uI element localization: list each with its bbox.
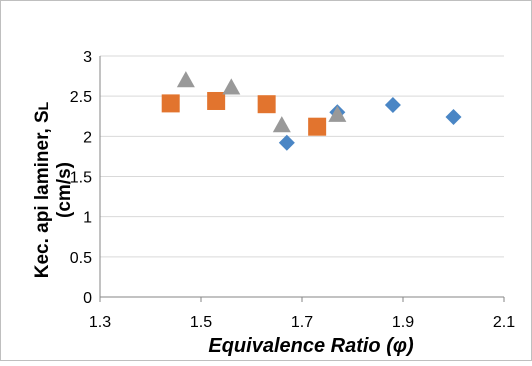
- y-tick-label: 1.5: [70, 170, 92, 187]
- y-tick-label: 1: [83, 210, 92, 227]
- y-axis-label-sub: L: [35, 101, 51, 110]
- square-marker: [161, 94, 180, 113]
- triangle-marker: [272, 116, 291, 133]
- y-tick-label: 3: [83, 49, 92, 66]
- axes: [99, 56, 505, 302]
- y-axis-unit: (cm/s): [54, 162, 75, 218]
- y-tick-label: 2: [83, 129, 92, 146]
- diamond-marker: [445, 109, 462, 126]
- y-tick-label: 0: [83, 290, 92, 307]
- x-tick-label: 1.9: [392, 314, 414, 331]
- x-tick-label: 1.5: [190, 314, 212, 331]
- y-axis-label: Kec. api laminer, SL: [32, 101, 53, 278]
- diamond-marker: [384, 97, 401, 114]
- diamond-marker: [278, 134, 295, 151]
- y-axis-label-main: Kec. api laminer, S: [32, 110, 53, 278]
- y-tick-label: 0.5: [70, 250, 92, 267]
- x-tick-labels: 1.3 1.5 1.7 1.9 2.1: [89, 314, 515, 331]
- triangle-marker: [222, 78, 241, 95]
- square-marker: [207, 91, 226, 110]
- y-tick-labels: 0 0.5 1 1.5 2 2.5 3: [70, 49, 92, 307]
- x-axis-label: Equivalence Ratio (φ): [208, 335, 414, 357]
- data-markers: [161, 71, 462, 151]
- y-tick-label: 2.5: [70, 89, 92, 106]
- x-tick-label: 1.3: [89, 314, 111, 331]
- square-marker: [257, 95, 276, 114]
- x-tick-label: 2.1: [493, 314, 515, 331]
- triangle-marker: [176, 71, 195, 88]
- triangle-marker: [328, 105, 347, 122]
- x-tick-label: 1.7: [291, 314, 313, 331]
- square-marker: [308, 117, 327, 136]
